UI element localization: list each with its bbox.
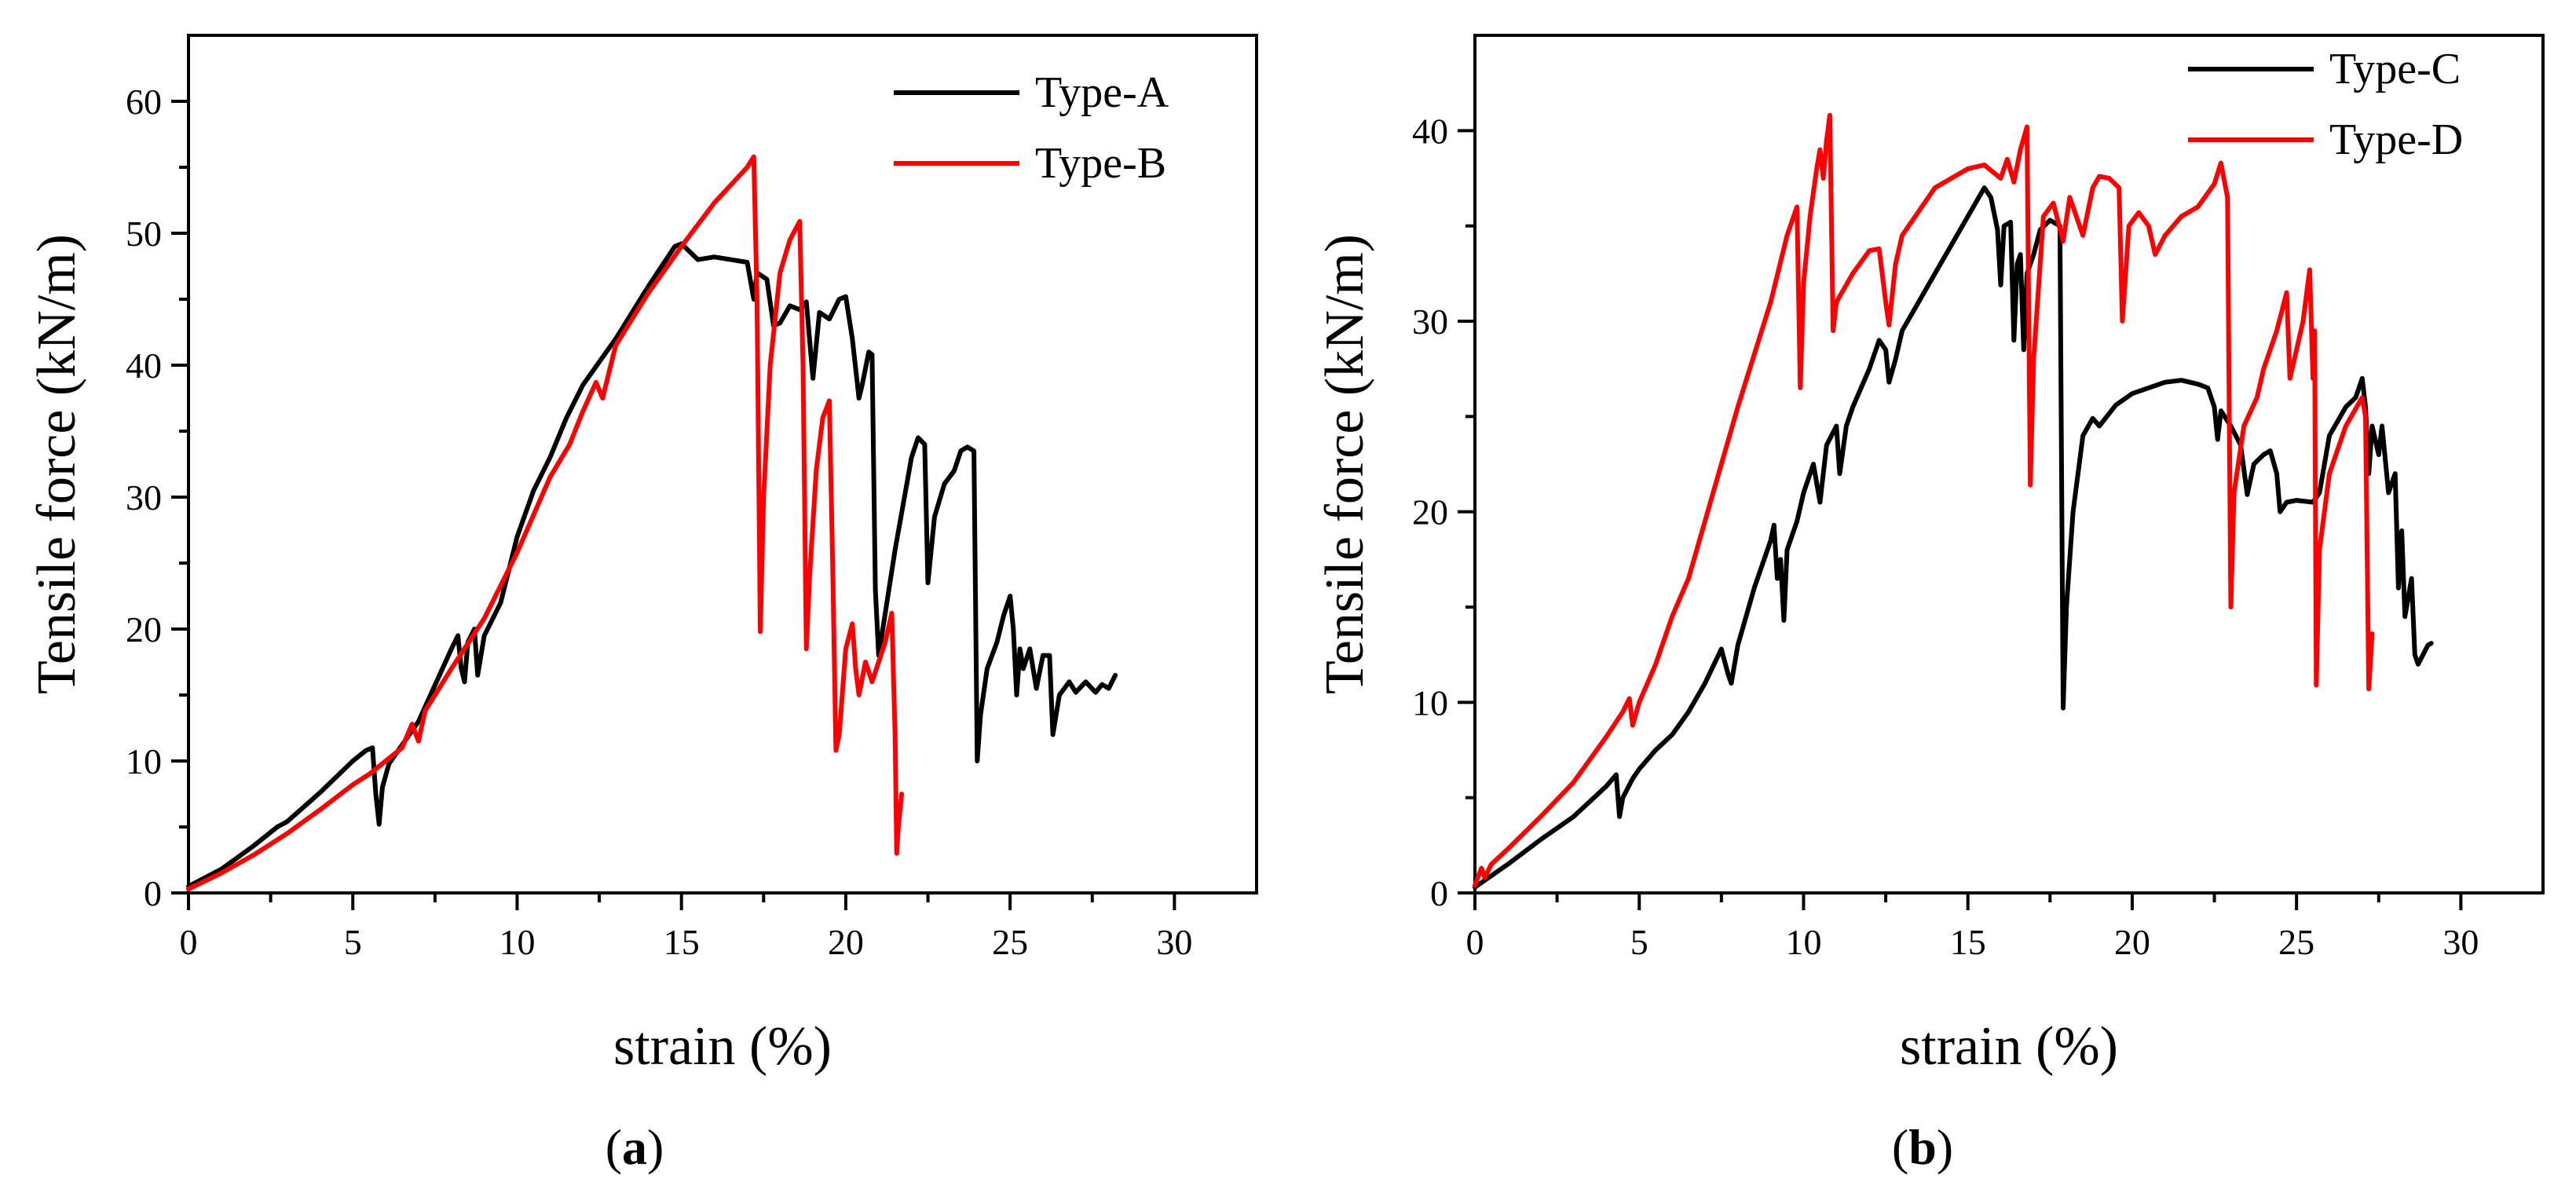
chart-b: 0 5 10 15 20 25 30 0 10 20 30 40 strain (%) Tensile… — [1315, 34, 2545, 1175]
chart-b-x-tick-label: 0 — [1466, 922, 1484, 962]
chart-a-y-tick-label: 0 — [144, 873, 162, 913]
chart-a: 0 5 10 15 20 25 30 0 10 20 30 40 50 60 strain (%) Ten… — [27, 34, 1258, 1175]
chart-b-series — [1473, 112, 2434, 890]
chart-a-series — [186, 154, 1118, 891]
chart-b-y-tick-label: 10 — [1412, 682, 1448, 723]
chart-a-x-axis-label: strain (%) — [613, 1016, 832, 1077]
chart-a-x-tick-label: 15 — [664, 922, 700, 962]
chart-a-x-tick-label: 10 — [499, 922, 535, 962]
chart-a-y-tick-label: 10 — [126, 741, 162, 781]
chart-b-x-axis-label: strain (%) — [1900, 1016, 2118, 1077]
chart-b-y-tick-label: 30 — [1412, 302, 1448, 342]
chart-a-x-tick-label: 20 — [828, 922, 864, 962]
chart-a-legend: Type-A Type-B — [894, 68, 1169, 188]
chart-a-y-tick-label: 30 — [126, 477, 162, 518]
chart-a-x-tick-label: 25 — [992, 922, 1028, 962]
chart-a-y-tick-label: 20 — [126, 609, 162, 649]
chart-a-y-tick-label: 60 — [126, 82, 162, 122]
legend-label-type-c: Type-C — [2329, 45, 2461, 93]
chart-a-x-tick-label: 0 — [180, 922, 198, 962]
chart-b-y-tick-label: 20 — [1412, 492, 1448, 532]
series-line-type-b — [186, 154, 905, 891]
chart-a-x-tick-label: 30 — [1156, 922, 1192, 962]
series-line-type-a — [186, 241, 1118, 889]
chart-b-x-tick-label: 20 — [2114, 922, 2150, 962]
chart-b-x-tick-label: 25 — [2278, 922, 2314, 962]
legend-label-type-b: Type-B — [1035, 139, 1166, 188]
chart-b-y-tick-label: 0 — [1430, 873, 1448, 913]
caption-b: (b) — [1892, 1119, 1953, 1175]
caption-b-letter: b — [1908, 1119, 1937, 1175]
series-line-type-c — [1473, 185, 2434, 890]
chart-b-x-tick-label: 15 — [1950, 922, 1986, 962]
chart-b-plot-frame — [1473, 34, 2545, 895]
chart-b-x-tick-label: 30 — [2442, 922, 2479, 962]
chart-a-y-tick-label: 40 — [126, 346, 162, 386]
chart-a-x-tick-label: 5 — [344, 922, 362, 962]
chart-b-x-tick-label: 5 — [1630, 922, 1648, 962]
chart-b-y-axis-label: Tensile force (kN/m) — [1315, 234, 1375, 694]
legend-label-type-d: Type-D — [2329, 115, 2463, 164]
series-line-type-d — [1473, 112, 2375, 888]
chart-b-y-tick-label: 40 — [1412, 111, 1448, 151]
chart-a-ticks: 0 5 10 15 20 25 30 0 10 20 30 40 50 60 — [126, 82, 1192, 962]
chart-b-ticks: 0 5 10 15 20 25 30 0 10 20 30 40 — [1412, 111, 2479, 962]
chart-b-legend: Type-C Type-D — [2188, 45, 2463, 164]
caption-a: (a) — [606, 1119, 664, 1175]
chart-b-x-tick-label: 10 — [1785, 922, 1821, 962]
chart-a-y-tick-label: 50 — [126, 214, 162, 254]
legend-label-type-a: Type-A — [1035, 68, 1169, 117]
chart-a-y-axis-label: Tensile force (kN/m) — [27, 234, 87, 694]
chart-a-plot-frame — [187, 34, 1258, 895]
caption-a-letter: a — [622, 1119, 647, 1175]
